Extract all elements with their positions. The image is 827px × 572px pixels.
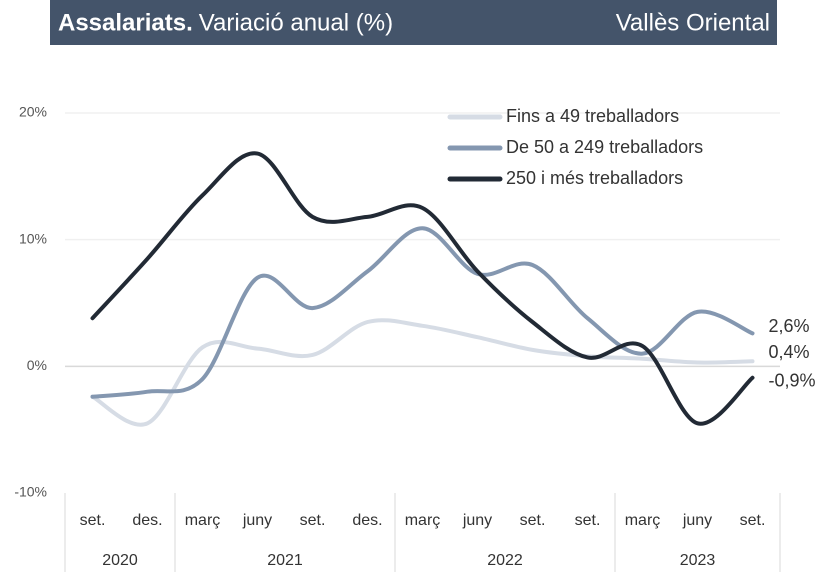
x-group-label: 2021 bbox=[267, 552, 303, 569]
y-tick-label: -10% bbox=[14, 484, 47, 500]
x-tick-label: juny bbox=[242, 512, 272, 529]
y-tick-label: 10% bbox=[19, 230, 47, 246]
x-group-label: 2022 bbox=[487, 552, 523, 569]
legend-label: 250 i més treballadors bbox=[506, 168, 683, 188]
x-tick-label: des. bbox=[352, 512, 382, 529]
data-label: 2,6% bbox=[769, 316, 810, 336]
x-group-label: 2020 bbox=[102, 552, 138, 569]
legend-label: Fins a 49 treballadors bbox=[506, 106, 679, 126]
x-tick-label: set. bbox=[740, 512, 766, 529]
data-label: 0,4% bbox=[769, 342, 810, 362]
y-tick-label: 20% bbox=[19, 104, 47, 120]
y-tick-label: 0% bbox=[27, 357, 47, 373]
header-band bbox=[50, 0, 777, 45]
x-tick-label: set. bbox=[300, 512, 326, 529]
x-tick-label: març bbox=[405, 512, 441, 529]
x-tick-label: juny bbox=[462, 512, 492, 529]
region-label: Vallès Oriental bbox=[616, 9, 770, 36]
x-tick-label: juny bbox=[682, 512, 712, 529]
legend-label: De 50 a 249 treballadors bbox=[506, 137, 703, 157]
x-tick-label: març bbox=[185, 512, 221, 529]
data-label: -0,9% bbox=[769, 370, 816, 390]
chart-subtitle: Variació anual (%) bbox=[199, 9, 393, 36]
x-tick-label: set. bbox=[80, 512, 106, 529]
x-tick-label: set. bbox=[520, 512, 546, 529]
series-line bbox=[90, 318, 755, 427]
series-line bbox=[90, 151, 755, 426]
x-tick-label: des. bbox=[132, 512, 162, 529]
series-line bbox=[90, 226, 755, 399]
x-group-label: 2023 bbox=[680, 552, 716, 569]
chart-title: Assalariats. bbox=[58, 9, 193, 36]
x-tick-label: set. bbox=[575, 512, 601, 529]
x-tick-label: març bbox=[625, 512, 661, 529]
